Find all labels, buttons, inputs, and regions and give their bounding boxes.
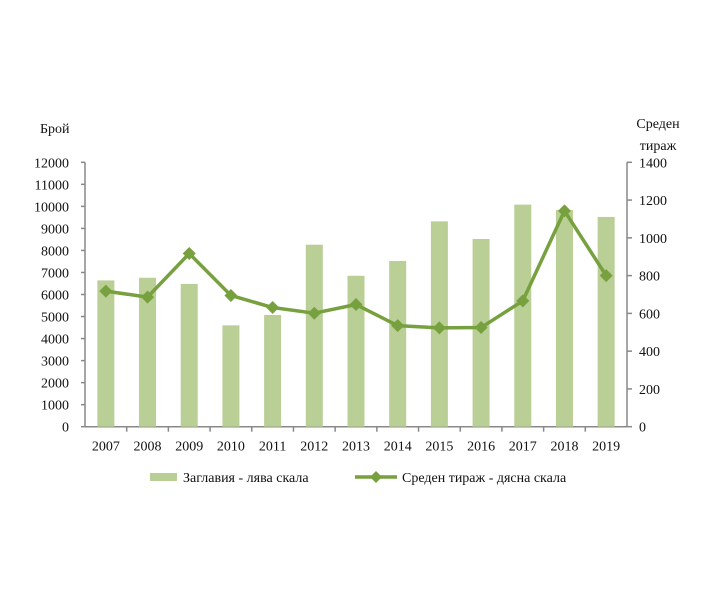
left-axis-tick-label: 1000 [41,399,69,414]
bar-2007 [97,280,115,427]
x-axis-tick-label: 2013 [342,440,370,455]
bar-2009 [180,283,198,427]
bar-2012 [305,244,323,427]
legend-bar-label: Заглавия - лява скала [183,471,309,486]
right-axis-title: Среден [636,117,680,132]
x-axis-tick-label: 2018 [550,440,578,455]
bar-2017 [514,204,532,427]
right-axis-tick-label: 200 [639,383,660,398]
right-axis-tick-label: 1200 [639,194,667,209]
line-marker-2010 [224,288,238,302]
x-axis-tick-label: 2011 [259,440,286,455]
right-axis-tick-label: 800 [639,270,660,285]
x-axis-tick-label: 2010 [217,440,245,455]
bar-2018 [555,210,573,427]
bar-2014 [389,261,407,427]
x-axis-tick-label: 2016 [467,440,495,455]
x-axis-tick-label: 2019 [592,440,620,455]
bar-2019 [597,216,615,427]
x-axis-tick-label: 2007 [92,440,120,455]
line-marker-2018 [557,204,571,218]
bar-2013 [347,275,365,427]
right-axis-tick-label: 1000 [639,232,667,247]
x-axis-tick-label: 2017 [509,440,537,455]
x-axis-tick-label: 2008 [134,440,162,455]
bar-2008 [139,277,157,427]
left-axis-tick-label: 12000 [34,156,69,171]
x-axis-tick-label: 2009 [175,440,203,455]
left-axis-tick-label: 4000 [41,333,69,348]
legend-line-marker [370,471,382,483]
right-axis-tick-label: 400 [639,345,660,360]
x-axis-tick-label: 2015 [425,440,453,455]
x-axis-tick-label: 2012 [300,440,328,455]
right-axis-tick-label: 1400 [639,156,667,171]
right-axis-tick-label: 600 [639,307,660,322]
line-marker-2016 [474,321,488,335]
left-axis-tick-label: 10000 [34,200,69,215]
left-axis-tick-label: 0 [62,421,69,436]
left-axis-tick-label: 2000 [41,377,69,392]
legend-line-label: Среден тираж - дясна скала [402,471,567,486]
x-axis-tick-label: 2014 [384,440,412,455]
left-axis-tick-label: 5000 [41,311,69,326]
left-axis-tick-label: 3000 [41,355,69,370]
bar-2011 [264,314,282,427]
right-axis-title: тираж [640,139,677,154]
line-marker-2014 [391,319,405,333]
left-axis-tick-label: 7000 [41,266,69,281]
bar-2010 [222,325,240,427]
left-axis-title: Брой [40,122,70,137]
line-marker-2008 [141,290,155,304]
right-axis-tick-label: 0 [639,421,646,436]
line-marker-2013 [349,298,363,312]
line-marker-2012 [307,306,321,320]
line-marker-2011 [266,301,280,315]
line-marker-2017 [516,294,530,308]
line-marker-2019 [599,269,613,283]
left-axis-tick-label: 6000 [41,289,69,304]
left-axis-tick-label: 11000 [35,178,69,193]
line-marker-2009 [182,247,196,261]
legend-bar-swatch [150,473,177,481]
left-axis-tick-label: 8000 [41,244,69,259]
line-marker-2007 [99,284,113,298]
line-marker-2015 [432,321,446,335]
left-axis-tick-label: 9000 [41,222,69,237]
